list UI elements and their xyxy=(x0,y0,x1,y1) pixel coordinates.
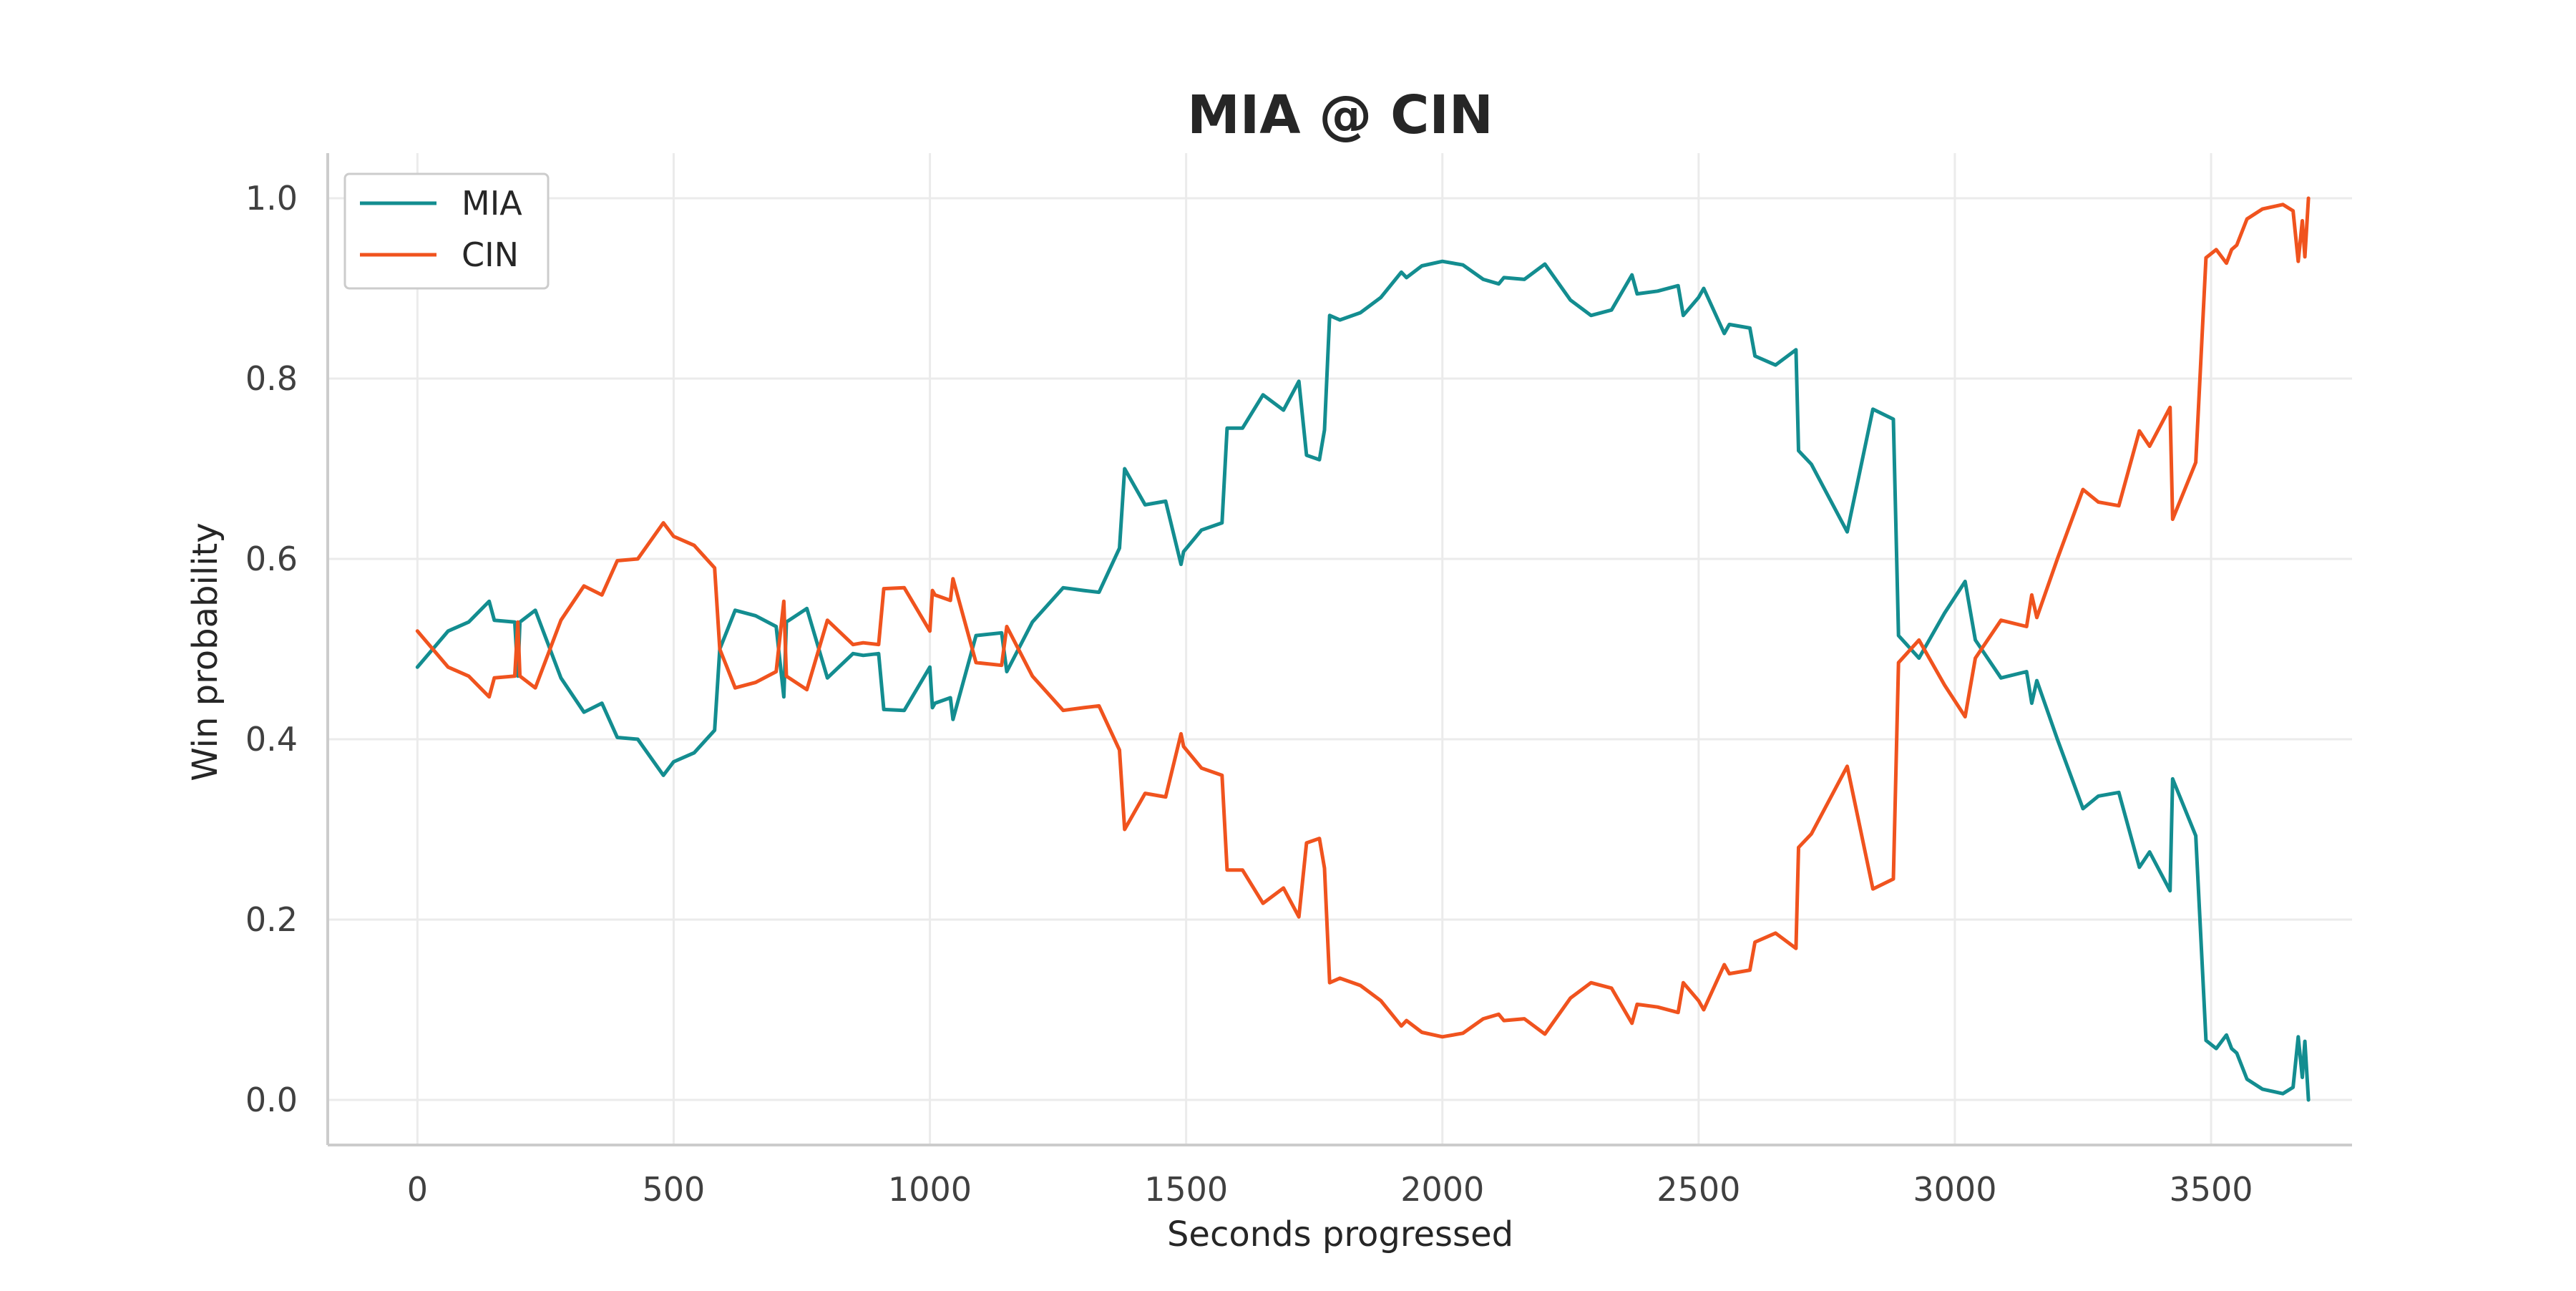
legend-label-cin: CIN xyxy=(462,235,519,274)
y-tick-label: 0.4 xyxy=(245,720,298,759)
chart-title: MIA @ CIN xyxy=(1187,84,1493,146)
grid xyxy=(328,153,2352,1145)
x-tick-label: 1500 xyxy=(1144,1170,1228,1209)
x-tick-label: 500 xyxy=(643,1170,706,1209)
x-tick-label: 3000 xyxy=(1913,1170,1996,1209)
x-axis-label: Seconds progressed xyxy=(1167,1214,1513,1255)
y-tick-label: 1.0 xyxy=(245,179,298,218)
series-line-cin xyxy=(415,196,2311,1039)
series-line-mia xyxy=(415,259,2311,1102)
x-tick-label: 0 xyxy=(407,1170,428,1209)
y-tick-label: 0.2 xyxy=(245,900,298,939)
y-tick-label: 0.0 xyxy=(245,1081,298,1119)
x-tick-label: 1000 xyxy=(888,1170,972,1209)
x-tick-label: 3500 xyxy=(2170,1170,2253,1209)
legend-label-mia: MIA xyxy=(462,184,522,223)
tick-labels: 0 500 1000 1500 2000 2500 3000 3500 0.0 0.2 0.4 0.6… xyxy=(245,179,2253,1209)
legend: MIA CIN xyxy=(343,172,550,290)
y-tick-label: 0.8 xyxy=(245,359,298,398)
y-axis-label: Win probability xyxy=(185,522,225,781)
x-tick-label: 2500 xyxy=(1657,1170,1740,1209)
y-tick-label: 0.6 xyxy=(245,540,298,578)
series-lines xyxy=(415,196,2311,1102)
x-tick-label: 2000 xyxy=(1400,1170,1484,1209)
axes xyxy=(326,153,2352,1146)
